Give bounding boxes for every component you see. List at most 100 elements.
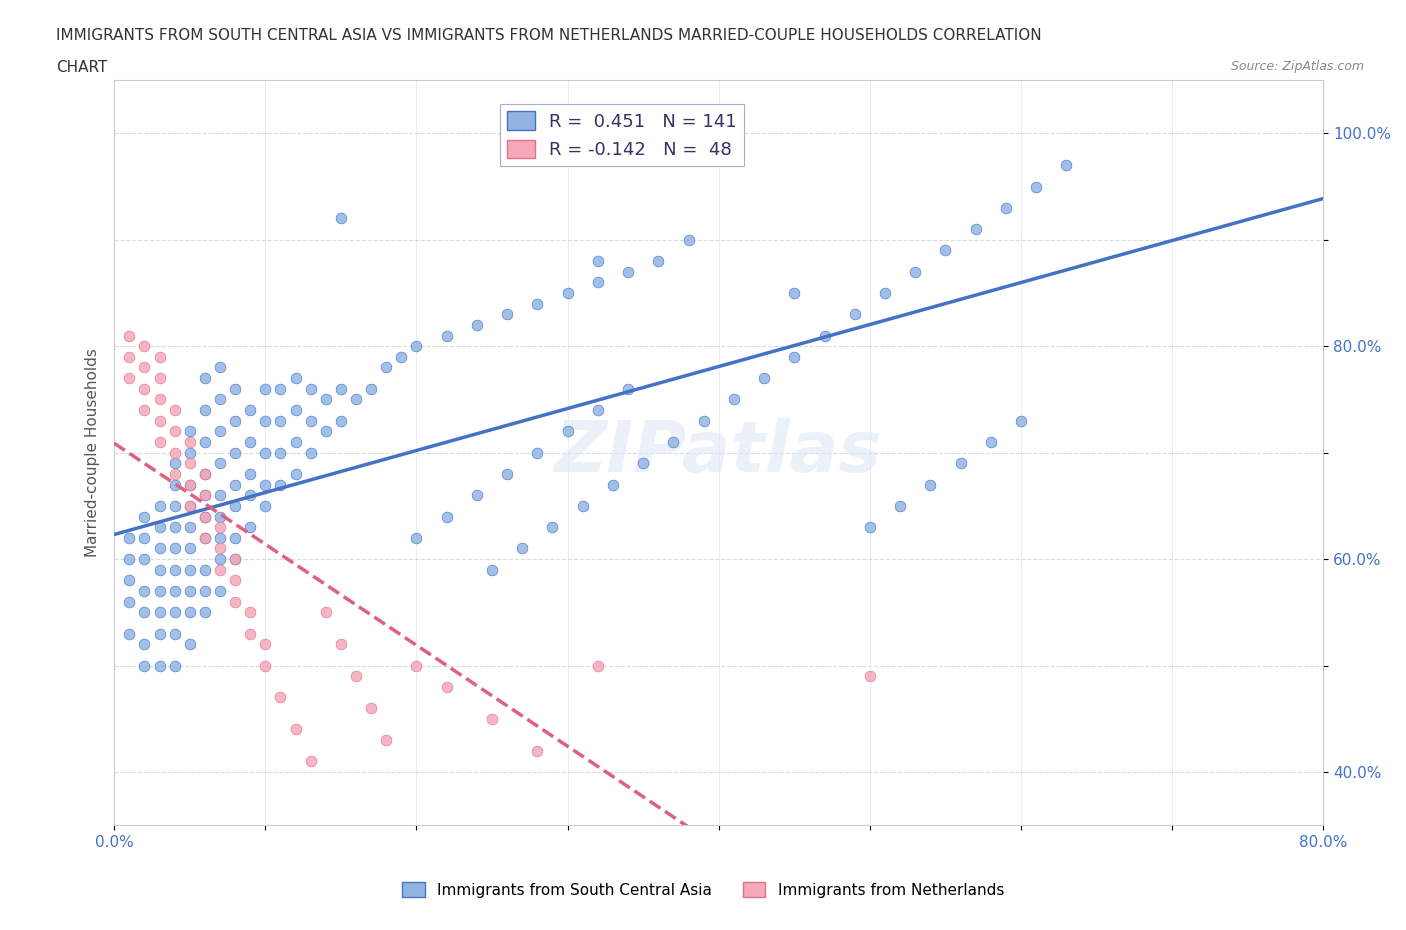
Point [254,413,277,428]
Point [465,317,488,332]
Point [179,637,201,652]
Point [934,243,956,258]
Point [405,530,427,545]
Point [254,658,277,673]
Point [134,381,156,396]
Point [179,498,201,513]
Point [194,467,217,482]
Point [163,626,186,641]
Point [239,626,262,641]
Point [510,541,533,556]
Point [284,371,307,386]
Point [859,669,882,684]
Text: IMMIGRANTS FROM SOUTH CENTRAL ASIA VS IMMIGRANTS FROM NETHERLANDS MARRIED-COUPLE: IMMIGRANTS FROM SOUTH CENTRAL ASIA VS IM… [56,28,1042,43]
Point [949,456,972,471]
Point [299,413,322,428]
Point [329,381,352,396]
Point [329,637,352,652]
Point [134,583,156,598]
Point [163,456,186,471]
Point [179,520,201,535]
Point [179,456,201,471]
Point [163,604,186,619]
Point [194,563,217,578]
Point [436,509,458,524]
Point [194,371,217,386]
Point [344,669,367,684]
Point [194,509,217,524]
Point [224,381,246,396]
Point [148,658,170,673]
Point [586,403,609,418]
Point [224,530,246,545]
Point [405,339,427,353]
Point [179,434,201,449]
Point [134,360,156,375]
Point [254,445,277,460]
Point [541,520,564,535]
Point [224,551,246,566]
Point [496,467,519,482]
Point [239,403,262,418]
Point [299,754,322,769]
Text: CHART: CHART [56,60,108,75]
Point [360,700,382,715]
Point [208,392,231,406]
Point [299,381,322,396]
Point [586,658,609,673]
Point [148,498,170,513]
Point [179,445,201,460]
Point [208,551,231,566]
Point [284,467,307,482]
Point [224,413,246,428]
Point [1054,158,1077,173]
Point [208,530,231,545]
Point [360,381,382,396]
Point [315,392,337,406]
Point [163,424,186,439]
Point [194,509,217,524]
Point [208,456,231,471]
Point [405,658,427,673]
Point [179,541,201,556]
Point [329,413,352,428]
Point [269,381,291,396]
Point [254,498,277,513]
Point [647,254,669,269]
Point [194,604,217,619]
Point [163,445,186,460]
Legend: R =  0.451   N = 141, R = -0.142   N =  48: R = 0.451 N = 141, R = -0.142 N = 48 [501,104,744,166]
Point [163,498,186,513]
Point [269,445,291,460]
Point [194,530,217,545]
Point [723,392,745,406]
Point [163,563,186,578]
Point [526,743,548,758]
Point [208,487,231,502]
Point [224,573,246,588]
Point [148,520,170,535]
Point [134,551,156,566]
Point [631,456,654,471]
Point [208,360,231,375]
Point [224,551,246,566]
Point [118,328,141,343]
Point [239,434,262,449]
Point [118,594,141,609]
Point [118,626,141,641]
Point [1025,179,1047,194]
Point [208,563,231,578]
Point [994,200,1017,215]
Text: ZIPatlas: ZIPatlas [555,418,883,487]
Point [134,509,156,524]
Point [118,573,141,588]
Point [179,583,201,598]
Point [163,520,186,535]
Point [526,296,548,311]
Point [889,498,911,513]
Point [179,563,201,578]
Point [148,604,170,619]
Point [239,520,262,535]
Point [481,711,503,726]
Point [134,339,156,353]
